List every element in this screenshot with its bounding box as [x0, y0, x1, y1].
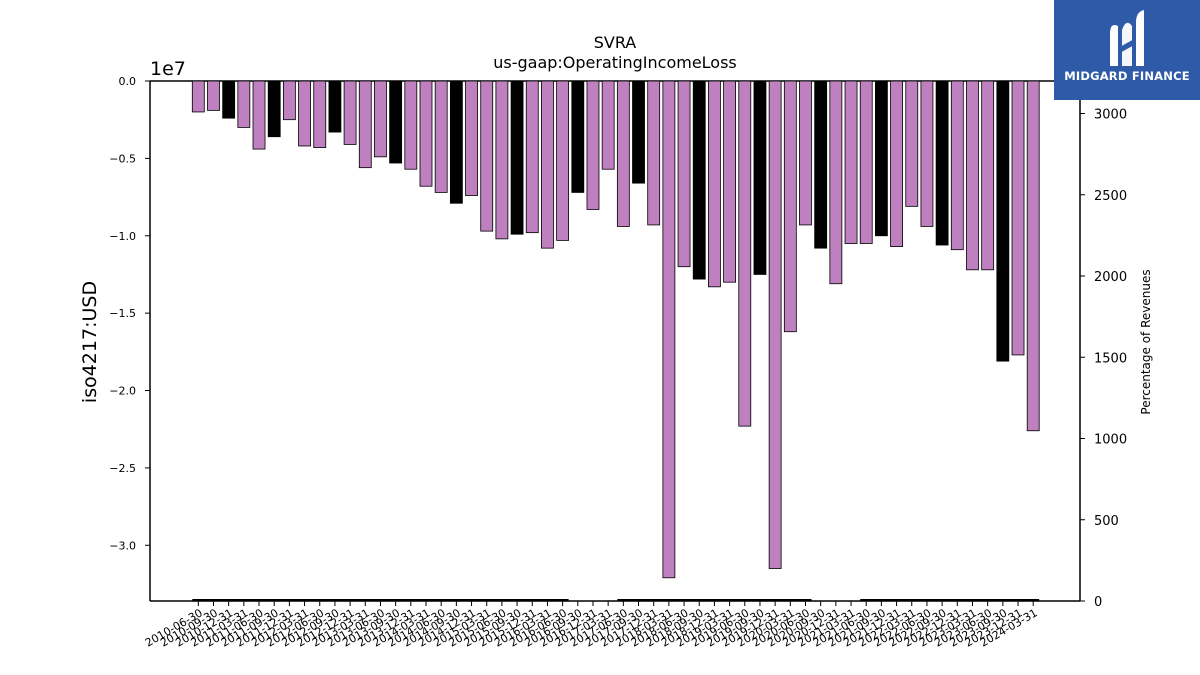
bar	[556, 80, 570, 241]
bar	[677, 80, 691, 268]
y2-axis-label: Percentage of Revenues	[1139, 269, 1153, 414]
y2-tick-label: 2000	[1094, 270, 1127, 285]
bar	[601, 80, 615, 170]
bar	[434, 80, 448, 193]
y2-tick-label: 1000	[1094, 433, 1127, 448]
bar	[1011, 80, 1025, 356]
logo-text: MIDGARD FINANCE	[1064, 69, 1190, 83]
bar	[844, 80, 858, 244]
y-tick-label: −3.0	[109, 539, 136, 552]
bar	[768, 80, 782, 569]
bar	[950, 80, 964, 251]
bars	[191, 80, 1040, 601]
midgard-logo-icon	[1110, 10, 1144, 66]
bar	[616, 80, 630, 227]
bar	[829, 80, 843, 285]
bar	[313, 80, 327, 148]
bar	[996, 80, 1010, 362]
bar	[252, 80, 266, 150]
bar	[358, 80, 372, 169]
y2-tick-label: 500	[1094, 514, 1119, 529]
brand-logo: MIDGARD FINANCE	[1054, 0, 1200, 100]
y-tick-label: −2.5	[109, 462, 136, 475]
bar	[814, 80, 828, 249]
y-axis-label: iso4217:USD	[79, 281, 101, 403]
bar	[328, 80, 342, 133]
y-tick-label: −2.0	[109, 385, 136, 398]
bar	[419, 80, 433, 187]
y2-tick-label: 2500	[1094, 189, 1127, 204]
y2-tick-label: 1500	[1094, 351, 1127, 366]
y-tick-label: 0.0	[119, 75, 137, 88]
chart-title: SVRA	[594, 33, 637, 52]
bar	[510, 80, 524, 235]
chart-subtitle: us-gaap:OperatingIncomeLoss	[493, 53, 737, 72]
bar	[647, 80, 661, 226]
bar	[465, 80, 478, 196]
bar	[890, 80, 903, 248]
bar	[1026, 80, 1040, 432]
bar	[237, 80, 251, 128]
bar	[495, 80, 509, 240]
bar	[632, 80, 645, 184]
bar	[480, 80, 494, 232]
bar	[267, 80, 281, 138]
bar	[692, 80, 706, 280]
bar	[404, 80, 418, 170]
bar	[738, 80, 752, 427]
y2-tick-label: 3000	[1094, 108, 1127, 123]
bar	[449, 80, 463, 204]
bar	[753, 80, 767, 275]
bar	[783, 80, 797, 333]
bar	[374, 80, 387, 158]
bar	[207, 80, 220, 111]
bar	[905, 80, 919, 207]
bar	[191, 80, 205, 113]
y-offset-label: 1e7	[150, 58, 186, 80]
bar	[723, 80, 736, 283]
bar	[389, 80, 403, 164]
bar	[222, 80, 236, 119]
y-tick-label: −0.5	[109, 152, 136, 165]
bar	[966, 80, 979, 271]
bar	[298, 80, 311, 147]
bar	[799, 80, 812, 226]
bar	[586, 80, 600, 210]
bar	[708, 80, 721, 288]
bar	[920, 80, 934, 227]
bar	[282, 80, 296, 121]
ticks: 0.0 −0.5 −1.0 −1.5 −2.0 −2.5 −3.0 0 500 1000 1500 2…	[109, 75, 1127, 650]
bar	[525, 80, 539, 234]
bar	[541, 80, 554, 249]
bar	[662, 80, 676, 579]
bar	[935, 80, 949, 246]
bar	[875, 80, 888, 237]
bar	[859, 80, 873, 244]
bar	[981, 80, 995, 271]
y-tick-label: −1.5	[109, 307, 136, 320]
bar	[571, 80, 585, 193]
y2-tick-label: 0	[1094, 595, 1102, 610]
y-tick-label: −1.0	[109, 230, 136, 243]
bar	[343, 80, 357, 145]
